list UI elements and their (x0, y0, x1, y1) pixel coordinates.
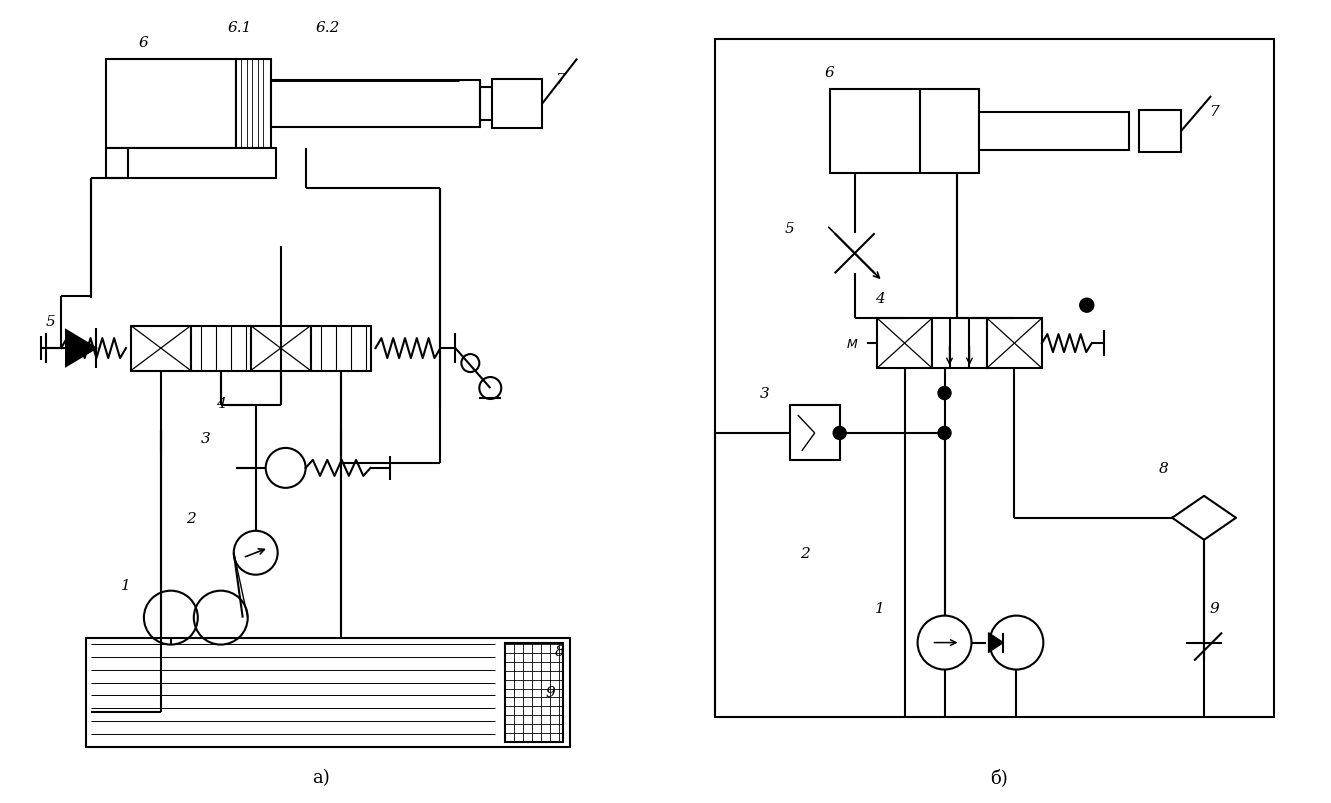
Bar (87, 638, 570, 748)
Bar (506, 642, 563, 743)
Text: 2: 2 (186, 512, 196, 525)
Bar (130, 326, 190, 371)
Text: 3: 3 (201, 431, 210, 446)
Polygon shape (67, 331, 96, 367)
Bar (310, 326, 370, 371)
Polygon shape (1173, 496, 1236, 540)
Text: 6.1: 6.1 (228, 21, 252, 35)
Text: 1: 1 (874, 601, 884, 615)
Text: 3: 3 (760, 386, 769, 401)
Bar (236, 59, 270, 149)
Text: 6: 6 (825, 66, 835, 79)
Text: б): б) (990, 768, 1009, 786)
Text: 9: 9 (546, 686, 555, 699)
Text: 7: 7 (555, 72, 564, 87)
Text: 5: 5 (47, 315, 56, 328)
Text: M: M (847, 337, 857, 350)
Bar (715, 39, 1274, 718)
Circle shape (938, 387, 952, 400)
Bar (492, 79, 542, 129)
Bar (877, 319, 932, 369)
Bar (270, 81, 480, 128)
Circle shape (938, 427, 952, 440)
Bar (250, 326, 310, 371)
Text: 2: 2 (800, 546, 809, 560)
Text: 1: 1 (121, 578, 130, 592)
Bar (106, 149, 276, 179)
Polygon shape (989, 633, 1004, 653)
Bar (789, 406, 840, 461)
Text: 4: 4 (216, 397, 225, 410)
Text: 6.2: 6.2 (315, 21, 339, 35)
Text: 8: 8 (555, 644, 564, 658)
Bar (988, 319, 1042, 369)
Circle shape (833, 427, 847, 440)
Text: 6: 6 (138, 35, 149, 50)
Text: 5: 5 (785, 222, 795, 236)
Text: 4: 4 (874, 291, 884, 306)
Bar (980, 112, 1129, 151)
Bar (106, 59, 236, 149)
Bar (932, 319, 988, 369)
Text: а): а) (311, 768, 330, 786)
Bar (190, 326, 250, 371)
Bar (1139, 111, 1181, 153)
Bar (829, 89, 980, 174)
Text: 7: 7 (1209, 104, 1219, 118)
Text: 8: 8 (1159, 461, 1169, 475)
Text: 9: 9 (1209, 601, 1219, 615)
Circle shape (1079, 299, 1094, 312)
